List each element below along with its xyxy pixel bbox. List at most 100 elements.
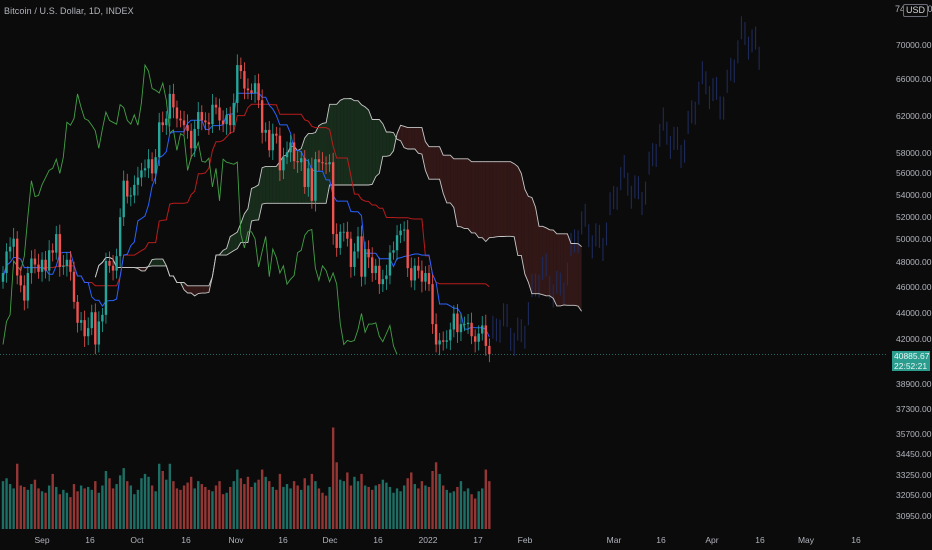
candle-body	[328, 162, 331, 165]
volume-bar	[179, 489, 182, 529]
candle-body	[406, 229, 409, 269]
candle-body	[165, 118, 168, 126]
cloud-segment	[418, 127, 422, 155]
volume-bar	[55, 486, 58, 529]
volume-bar	[484, 469, 487, 529]
candle-body	[236, 65, 239, 103]
candle-body	[395, 235, 399, 251]
candle-body	[374, 265, 377, 274]
candle-body	[136, 177, 140, 185]
candle-body	[253, 83, 257, 93]
volume-bar	[1, 481, 5, 529]
volume-bar	[431, 471, 434, 529]
candle-body	[175, 107, 179, 119]
candle-body	[19, 275, 22, 286]
volume-bar	[395, 488, 399, 529]
candle-body	[158, 122, 161, 158]
volume-bar	[317, 488, 321, 529]
volume-bar	[250, 486, 253, 529]
volume-bar	[104, 471, 108, 529]
cloud-segment	[187, 285, 192, 293]
cloud-segment	[549, 229, 554, 299]
last-price-label: 40885.67 22:52:21	[892, 351, 930, 371]
candle-body	[339, 231, 342, 248]
candle-body	[473, 336, 477, 342]
candle-body	[186, 125, 189, 131]
cloud-segment	[528, 196, 532, 294]
candle-body	[449, 329, 452, 341]
candle-body	[434, 324, 438, 345]
candle-body	[285, 152, 289, 158]
candle-body	[488, 345, 491, 355]
volume-bar	[381, 479, 385, 529]
candle-body	[69, 259, 72, 272]
y-tick-label: 35700.00	[896, 429, 932, 439]
x-tick-label: 16	[755, 535, 765, 545]
cloud-segment	[350, 98, 355, 185]
candle-body	[264, 129, 267, 133]
volume-bar	[268, 481, 271, 529]
volume-bar	[221, 494, 225, 529]
volume-bar	[420, 481, 424, 529]
x-tick-label: Sep	[34, 535, 49, 545]
volume-bar	[335, 462, 338, 529]
cloud-segment	[247, 188, 252, 243]
y-tick-label: 56000.00	[896, 168, 932, 178]
cloud-segment	[429, 146, 433, 180]
candle-body	[317, 159, 321, 163]
volume-bar	[374, 485, 377, 529]
volume-bar	[282, 486, 285, 529]
y-tick-label: 32050.00	[896, 490, 932, 500]
volume-bar	[136, 489, 140, 529]
volume-bar	[165, 479, 168, 529]
candle-body	[207, 122, 211, 125]
candle-body	[189, 130, 193, 149]
candle-body	[218, 107, 221, 121]
cloud-segment	[404, 126, 408, 149]
cloud-segment	[240, 213, 245, 243]
volume-bar	[122, 468, 125, 529]
volume-bar	[51, 473, 54, 529]
cloud-segment	[201, 285, 206, 294]
candle-body	[420, 270, 424, 282]
cloud-segment	[475, 161, 479, 238]
candle-body	[55, 234, 58, 253]
volume-bar	[410, 472, 413, 529]
candle-body	[463, 324, 466, 325]
volume-bar	[413, 484, 416, 529]
volume-bar	[449, 492, 452, 529]
volume-bar	[417, 488, 420, 529]
bar-countdown: 22:52:21	[894, 361, 928, 371]
cloud-segment	[272, 166, 277, 204]
candle-body	[349, 238, 353, 267]
cloud-segment	[198, 285, 202, 294]
volume-bar	[271, 486, 274, 529]
candle-body	[204, 120, 207, 123]
y-tick-label: 33250.00	[896, 470, 932, 480]
y-tick-label: 62000.00	[896, 111, 932, 121]
candle-body	[310, 168, 314, 201]
candle-body	[321, 162, 324, 164]
cloud-segment	[553, 230, 557, 306]
candle-body	[87, 328, 90, 337]
candle-body	[225, 114, 228, 125]
candle-body	[133, 184, 136, 196]
volume-bar	[94, 481, 97, 529]
currency-button[interactable]: USD	[903, 4, 929, 17]
candle-body	[172, 93, 175, 108]
candle-body	[62, 265, 65, 267]
candle-body	[300, 158, 303, 163]
x-tick-label: May	[798, 535, 815, 545]
x-tick-label: Nov	[228, 535, 244, 545]
volume-bar	[197, 481, 200, 529]
candle-body	[193, 128, 196, 149]
candle-body	[200, 112, 203, 121]
volume-bar	[193, 488, 196, 529]
volume-bar	[399, 491, 402, 529]
volume-bar	[30, 484, 33, 529]
candle-body	[8, 246, 12, 252]
cloud-segment	[255, 184, 259, 221]
cloud-segment	[471, 161, 476, 233]
